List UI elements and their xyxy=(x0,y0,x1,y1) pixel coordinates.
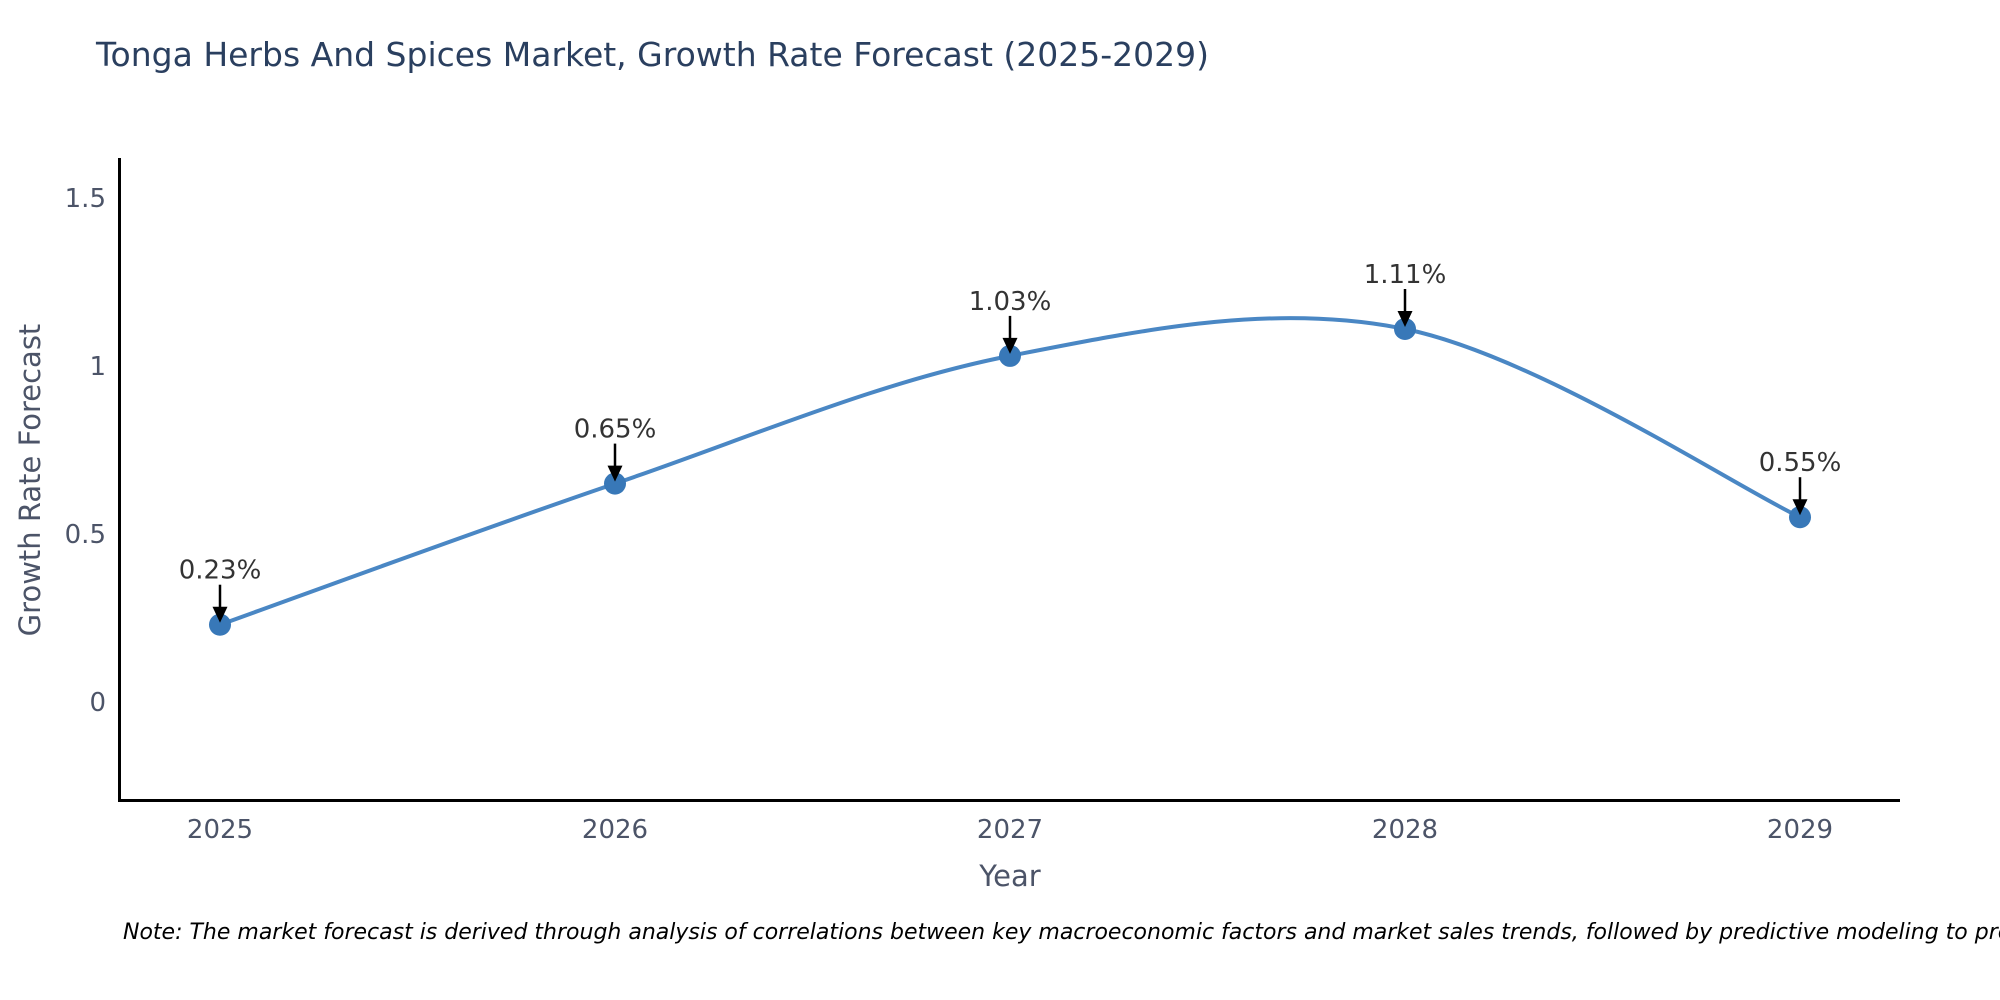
x-axis-title: Year xyxy=(979,859,1041,893)
data-point-marker[interactable] xyxy=(604,472,626,495)
data-point-label: 0.55% xyxy=(1759,448,1842,478)
data-point-marker[interactable] xyxy=(1394,318,1416,340)
x-tick-label: 2026 xyxy=(582,815,648,845)
data-point-marker[interactable] xyxy=(209,613,231,636)
chart-title: Tonga Herbs And Spices Market, Growth Ra… xyxy=(96,35,1210,74)
footnote: Note: The market forecast is derived thr… xyxy=(123,920,2000,945)
data-point-marker[interactable] xyxy=(999,344,1021,367)
data-point-label: 1.11% xyxy=(1364,260,1447,290)
x-tick-label: 2029 xyxy=(1767,815,1833,845)
y-tick-label: 1.5 xyxy=(65,184,106,214)
annotation-arrowhead xyxy=(212,606,228,623)
annotation-arrowhead xyxy=(1792,499,1808,516)
x-tick-label: 2025 xyxy=(187,815,253,845)
x-tick-label: 2028 xyxy=(1372,815,1438,845)
annotation-arrowhead xyxy=(1002,337,1018,354)
y-tick-label: 0.5 xyxy=(65,520,106,550)
annotation-arrowhead xyxy=(607,465,623,482)
y-tick-label: 1 xyxy=(89,352,106,382)
data-point-label: 0.65% xyxy=(574,415,657,445)
data-point-marker[interactable] xyxy=(1789,506,1811,529)
y-axis-title: Growth Rate Forecast xyxy=(13,323,47,637)
axis-lines xyxy=(118,158,1900,802)
y-tick-label: 0 xyxy=(89,688,106,718)
data-point-label: 1.03% xyxy=(969,287,1052,317)
annotation-arrowhead xyxy=(1397,311,1413,327)
x-tick-label: 2027 xyxy=(977,815,1043,845)
data-point-label: 0.23% xyxy=(179,556,262,586)
